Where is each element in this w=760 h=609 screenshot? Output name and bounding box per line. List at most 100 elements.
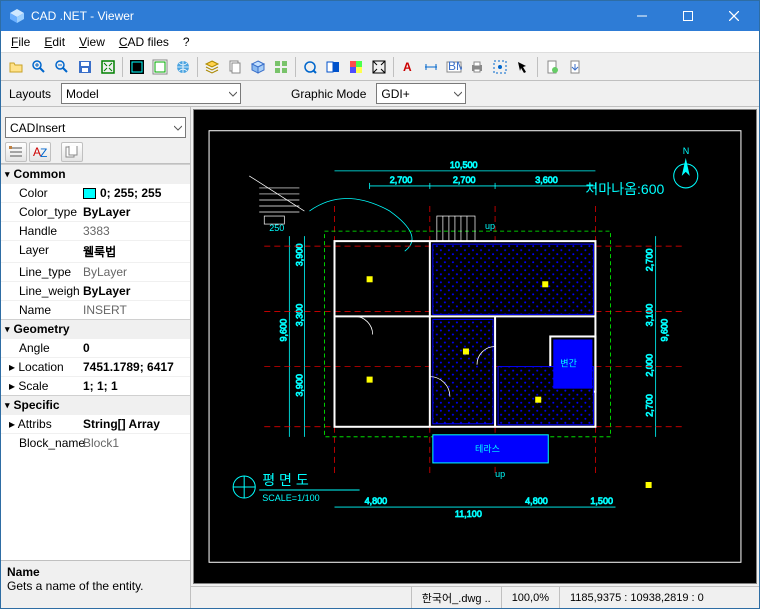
chevron-down-icon bbox=[229, 90, 237, 98]
svg-text:3,100: 3,100 bbox=[645, 304, 655, 327]
open-icon[interactable] bbox=[5, 56, 27, 78]
svg-text:3,300: 3,300 bbox=[294, 304, 304, 327]
menu-view[interactable]: View bbox=[73, 33, 111, 51]
prop-row: ▸ Location7451.1789; 6417 bbox=[1, 357, 190, 376]
svg-text:9,600: 9,600 bbox=[660, 319, 670, 342]
svg-text:2,700: 2,700 bbox=[390, 175, 413, 185]
dual-icon[interactable] bbox=[322, 56, 344, 78]
toolbar-sep bbox=[537, 57, 538, 77]
prop-cat-geometry[interactable]: ▾Geometry bbox=[1, 319, 190, 338]
snap-icon[interactable] bbox=[489, 56, 511, 78]
svg-text:up: up bbox=[485, 221, 495, 231]
prop-row: Layer웰룩법 bbox=[1, 240, 190, 262]
export-icon[interactable] bbox=[564, 56, 586, 78]
status-bar: 한국어_.dwg .. 100,0% 1185,9375 : 10938,281… bbox=[191, 586, 759, 608]
toolbar-sep bbox=[122, 57, 123, 77]
menu-file[interactable]: File bbox=[5, 33, 36, 51]
svg-text:11,100: 11,100 bbox=[455, 509, 482, 519]
svg-text:변간: 변간 bbox=[560, 359, 577, 369]
svg-text:N: N bbox=[683, 146, 690, 156]
prop-cat-specific[interactable]: ▾Specific bbox=[1, 395, 190, 414]
menu-help[interactable]: ? bbox=[177, 33, 196, 51]
copy-icon[interactable] bbox=[224, 56, 246, 78]
property-grid[interactable]: ▾Common Color0; 255; 255 Color_typeByLay… bbox=[1, 164, 190, 560]
graphic-mode-label: Graphic Mode bbox=[291, 87, 366, 101]
toolbar-sep bbox=[197, 57, 198, 77]
close-button[interactable] bbox=[711, 1, 757, 31]
zoom-out-icon[interactable] bbox=[51, 56, 73, 78]
canvas-wrap: N 처마나옴:600 10,500 2,700 2,700 3,600 bbox=[191, 107, 759, 608]
menu-cad-files[interactable]: CAD files bbox=[113, 33, 175, 51]
black-bg-icon[interactable] bbox=[126, 56, 148, 78]
prop-row: Handle3383 bbox=[1, 221, 190, 240]
svg-text:A: A bbox=[403, 60, 412, 74]
graphic-mode-combo[interactable]: GDI+ bbox=[376, 83, 466, 104]
chevron-down-icon bbox=[174, 124, 182, 132]
main-area: CADInsert AZ ▾Common Color0; 255; 255 Co… bbox=[1, 107, 759, 608]
prop-help-desc: Gets a name of the entity. bbox=[7, 579, 184, 593]
graphic-mode-value: GDI+ bbox=[381, 87, 409, 101]
svg-text:4,800: 4,800 bbox=[525, 496, 548, 506]
svg-text:up: up bbox=[495, 469, 505, 479]
prop-help-title: Name bbox=[7, 565, 184, 579]
grid-icon[interactable] bbox=[270, 56, 292, 78]
globe-icon[interactable] bbox=[172, 56, 194, 78]
svg-text:1,500: 1,500 bbox=[590, 496, 613, 506]
chevron-down-icon bbox=[454, 90, 462, 98]
zoom-in-icon[interactable] bbox=[28, 56, 50, 78]
svg-text:9,600: 9,600 bbox=[278, 319, 288, 342]
text-a-icon[interactable]: A bbox=[397, 56, 419, 78]
fit-icon[interactable] bbox=[97, 56, 119, 78]
status-coords: 1185,9375 : 10938,2819 : 0 bbox=[559, 587, 759, 608]
prop-row: NameINSERT bbox=[1, 300, 190, 319]
properties-panel: CADInsert AZ ▾Common Color0; 255; 255 Co… bbox=[1, 107, 191, 608]
print-icon[interactable] bbox=[466, 56, 488, 78]
prop-help: Name Gets a name of the entity. bbox=[1, 560, 190, 608]
window-title: CAD .NET - Viewer bbox=[31, 9, 619, 23]
app-window: CAD .NET - Viewer File Edit View CAD fil… bbox=[0, 0, 760, 609]
toolbar-sep bbox=[393, 57, 394, 77]
prop-categorized-icon[interactable] bbox=[5, 142, 27, 162]
prop-row: Angle0 bbox=[1, 338, 190, 357]
svg-text:SCALE=1/100: SCALE=1/100 bbox=[262, 493, 319, 503]
arrow-icon[interactable] bbox=[512, 56, 534, 78]
svg-text:10,500: 10,500 bbox=[450, 160, 478, 170]
select-icon[interactable] bbox=[299, 56, 321, 78]
extents-icon[interactable] bbox=[368, 56, 390, 78]
attach-icon[interactable] bbox=[541, 56, 563, 78]
svg-text:테라스: 테라스 bbox=[475, 444, 500, 454]
bmp-icon[interactable]: BMP bbox=[443, 56, 465, 78]
prop-alpha-icon[interactable]: AZ bbox=[29, 142, 51, 162]
menu-edit[interactable]: Edit bbox=[38, 33, 71, 51]
svg-text:3,900: 3,900 bbox=[294, 244, 304, 267]
prop-row: Color_typeByLayer bbox=[1, 202, 190, 221]
maximize-button[interactable] bbox=[665, 1, 711, 31]
drawing-canvas[interactable]: N 처마나옴:600 10,500 2,700 2,700 3,600 bbox=[193, 109, 757, 584]
color-icon[interactable] bbox=[345, 56, 367, 78]
layouts-combo[interactable]: Model bbox=[61, 83, 241, 104]
prop-row: ▸ Scale1; 1; 1 bbox=[1, 376, 190, 395]
prop-cat-common[interactable]: ▾Common bbox=[1, 164, 190, 183]
titlebar: CAD .NET - Viewer bbox=[1, 1, 759, 31]
view3d-icon[interactable] bbox=[247, 56, 269, 78]
svg-text:3,900: 3,900 bbox=[294, 374, 304, 397]
prop-pages-icon[interactable] bbox=[61, 142, 83, 162]
svg-text:Z: Z bbox=[40, 146, 47, 158]
dimension-icon[interactable] bbox=[420, 56, 442, 78]
save-icon[interactable] bbox=[74, 56, 96, 78]
white-bg-icon[interactable] bbox=[149, 56, 171, 78]
toolbar: A BMP bbox=[1, 53, 759, 81]
svg-text:2,700: 2,700 bbox=[645, 394, 655, 417]
svg-text:4,800: 4,800 bbox=[365, 496, 388, 506]
svg-text:2,700: 2,700 bbox=[645, 249, 655, 272]
status-zoom: 100,0% bbox=[501, 587, 559, 608]
color-swatch bbox=[83, 188, 96, 199]
svg-text:2,000: 2,000 bbox=[645, 354, 655, 377]
svg-text:250: 250 bbox=[269, 223, 284, 233]
layout-bar: Layouts Model Graphic Mode GDI+ bbox=[1, 81, 759, 107]
layers-icon[interactable] bbox=[201, 56, 223, 78]
svg-text:BMP: BMP bbox=[448, 59, 462, 73]
entity-selector-combo[interactable]: CADInsert bbox=[5, 117, 186, 138]
minimize-button[interactable] bbox=[619, 1, 665, 31]
layouts-label: Layouts bbox=[9, 87, 51, 101]
